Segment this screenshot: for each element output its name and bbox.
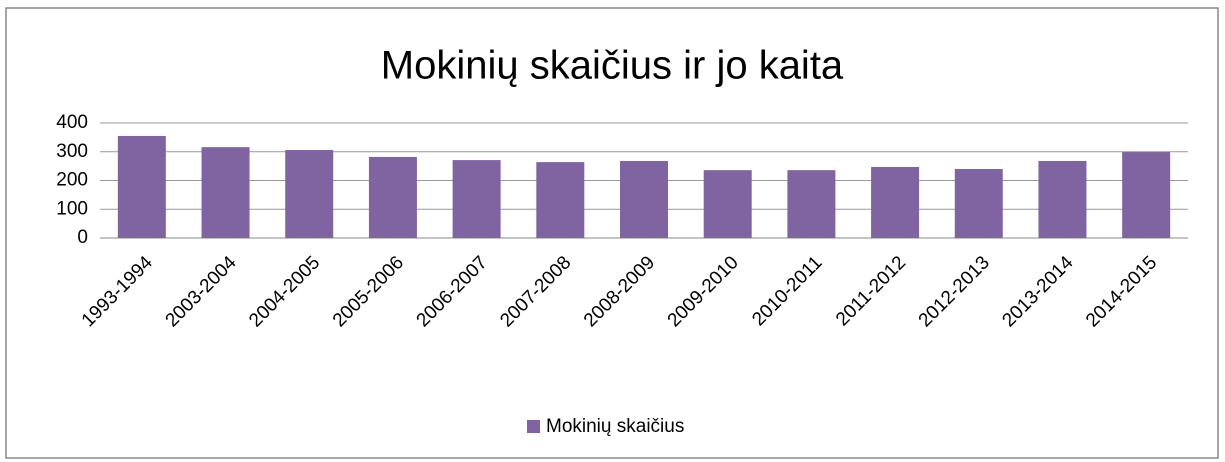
chart-title: Mokinių skaičius ir jo kaita: [381, 44, 844, 88]
bar: [787, 170, 836, 238]
bar: [285, 150, 334, 238]
legend-label: Mokinių skaičius: [546, 416, 684, 437]
bar: [368, 156, 417, 238]
bar: [1122, 152, 1171, 238]
bar: [1038, 160, 1087, 238]
bar: [871, 166, 920, 238]
y-tick-label: 200: [56, 170, 88, 191]
bar: [536, 162, 585, 238]
y-tick-label: 0: [77, 227, 88, 248]
bar: [201, 147, 250, 238]
bar: [452, 160, 501, 238]
bar: [954, 169, 1003, 238]
legend-swatch: [527, 420, 540, 433]
bar: [703, 170, 752, 238]
bar: [117, 135, 166, 238]
bar: [620, 160, 668, 238]
y-tick-label: 300: [56, 141, 88, 162]
y-tick-label: 400: [56, 112, 88, 133]
y-tick-label: 100: [56, 198, 88, 219]
